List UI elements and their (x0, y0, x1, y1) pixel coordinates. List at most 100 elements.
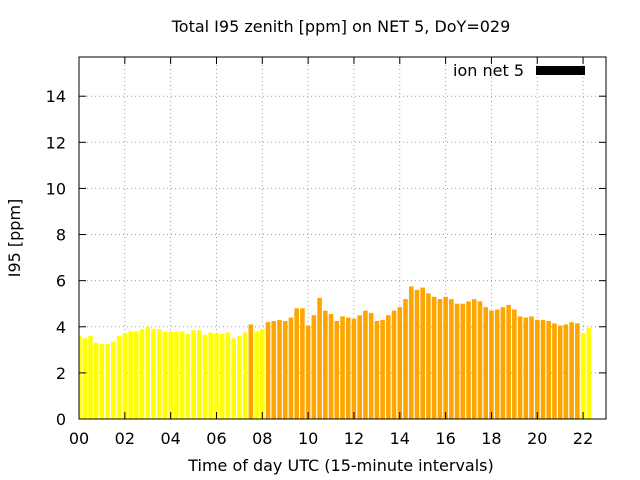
bar (225, 332, 231, 419)
bar (254, 331, 259, 419)
bar (586, 327, 592, 419)
bar (437, 299, 443, 419)
bar (99, 344, 105, 419)
y-tick-label: 14 (46, 87, 66, 106)
bar (540, 319, 546, 419)
bar (116, 335, 122, 419)
x-tick-label: 22 (573, 429, 593, 448)
bar (288, 317, 294, 419)
x-tick-label: 08 (252, 429, 272, 448)
bar (294, 308, 299, 419)
bar (185, 333, 191, 419)
bar (483, 307, 488, 419)
x-axis-label: Time of day UTC (15-minute intervals) (187, 456, 494, 475)
x-tick-label: 14 (390, 429, 410, 448)
bar (374, 321, 380, 419)
bar (512, 309, 517, 419)
bar (454, 303, 460, 419)
bar (489, 310, 494, 419)
legend-label: ion net 5 (453, 61, 524, 80)
x-tick-label: 06 (206, 429, 226, 448)
bar (340, 316, 345, 419)
x-tick-label: 10 (298, 429, 318, 448)
bar (82, 338, 88, 419)
y-tick-label: 8 (56, 226, 66, 245)
x-tick-label: 18 (481, 429, 501, 448)
bar (386, 315, 391, 419)
bar (168, 331, 173, 419)
bar (345, 317, 351, 419)
bar (351, 318, 357, 419)
x-tick-label: 02 (115, 429, 135, 448)
bar (317, 297, 322, 419)
bar (443, 296, 448, 419)
bar (128, 331, 133, 419)
bar (133, 331, 139, 419)
bar (93, 342, 99, 419)
bar (414, 289, 420, 419)
x-tick-label: 12 (344, 429, 364, 448)
bar (534, 319, 540, 419)
bar (477, 301, 483, 419)
bar (242, 332, 248, 419)
bar (328, 314, 334, 419)
bar (197, 330, 202, 419)
bar (105, 344, 110, 419)
bar (460, 303, 466, 419)
y-tick-label: 10 (46, 179, 66, 198)
bar (357, 315, 362, 419)
x-tick-label: 04 (160, 429, 180, 448)
bar (529, 316, 534, 419)
bar (557, 325, 563, 419)
bar (202, 334, 208, 419)
x-tick-label: 00 (69, 429, 89, 448)
y-tick-label: 2 (56, 364, 66, 383)
bar (420, 287, 425, 419)
bar (208, 332, 214, 419)
bar (380, 319, 385, 419)
bar (569, 322, 574, 419)
x-tick-label: 16 (435, 429, 455, 448)
bar (408, 286, 414, 419)
axis-ticks (78, 57, 606, 420)
bar (271, 321, 277, 419)
bar (265, 322, 271, 419)
bar (79, 335, 82, 419)
bar (111, 341, 116, 419)
bar (368, 312, 374, 419)
bar (403, 299, 408, 419)
bar (260, 329, 265, 419)
bar (494, 309, 500, 419)
bar (471, 299, 477, 419)
x-tick-label: 20 (527, 429, 547, 448)
bar (426, 293, 431, 419)
legend: ion net 5 (453, 61, 585, 80)
bar (156, 329, 162, 419)
bar (449, 299, 454, 419)
bar (139, 329, 145, 419)
bar (431, 296, 437, 419)
y-tick-label: 4 (56, 318, 66, 337)
bar (277, 319, 282, 419)
bar (563, 324, 569, 419)
legend-swatch (536, 66, 585, 75)
bars (79, 286, 592, 419)
bar (231, 338, 236, 419)
bar (323, 310, 328, 419)
bar (363, 310, 368, 419)
bar (88, 335, 93, 419)
bar (191, 330, 196, 419)
bar (162, 331, 168, 419)
bar (334, 321, 340, 419)
bar (282, 321, 288, 419)
chart-title: Total I95 zenith [ppm] on NET 5, DoY=029 (171, 17, 511, 36)
bar (214, 333, 219, 419)
bar (500, 307, 506, 419)
y-tick-label: 6 (56, 272, 66, 291)
bar (248, 324, 254, 419)
bar (305, 325, 311, 419)
bar (145, 326, 151, 419)
bar (179, 331, 185, 419)
bar (219, 333, 225, 419)
